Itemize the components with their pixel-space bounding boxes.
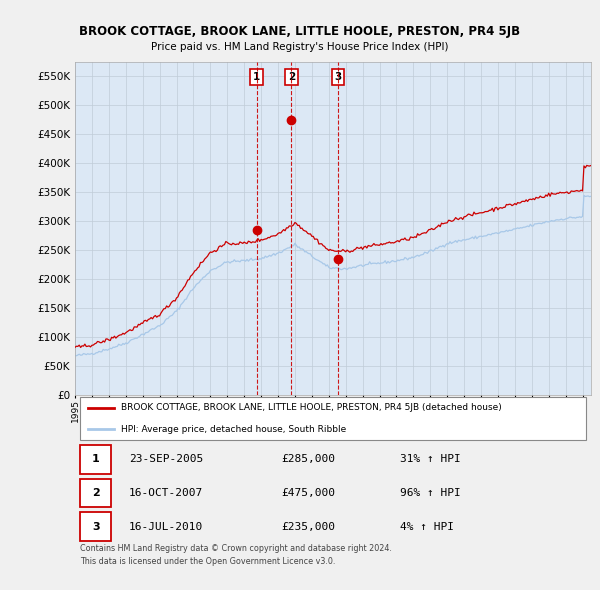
Text: BROOK COTTAGE, BROOK LANE, LITTLE HOOLE, PRESTON, PR4 5JB: BROOK COTTAGE, BROOK LANE, LITTLE HOOLE,… bbox=[79, 25, 521, 38]
Text: 4% ↑ HPI: 4% ↑ HPI bbox=[400, 522, 454, 532]
FancyBboxPatch shape bbox=[80, 513, 111, 541]
Text: 16-OCT-2007: 16-OCT-2007 bbox=[129, 488, 203, 498]
Text: 1: 1 bbox=[253, 72, 260, 82]
FancyBboxPatch shape bbox=[80, 397, 586, 440]
Text: BROOK COTTAGE, BROOK LANE, LITTLE HOOLE, PRESTON, PR4 5JB (detached house): BROOK COTTAGE, BROOK LANE, LITTLE HOOLE,… bbox=[121, 404, 502, 412]
Text: 23-SEP-2005: 23-SEP-2005 bbox=[129, 454, 203, 464]
Text: 16-JUL-2010: 16-JUL-2010 bbox=[129, 522, 203, 532]
Text: 96% ↑ HPI: 96% ↑ HPI bbox=[400, 488, 461, 498]
Text: 2: 2 bbox=[92, 488, 100, 498]
FancyBboxPatch shape bbox=[80, 478, 111, 507]
Text: 1: 1 bbox=[92, 454, 100, 464]
Text: Contains HM Land Registry data © Crown copyright and database right 2024.
This d: Contains HM Land Registry data © Crown c… bbox=[80, 544, 392, 566]
Text: 2: 2 bbox=[288, 72, 295, 82]
Text: 3: 3 bbox=[334, 72, 341, 82]
FancyBboxPatch shape bbox=[80, 445, 111, 474]
Text: 3: 3 bbox=[92, 522, 100, 532]
Text: 31% ↑ HPI: 31% ↑ HPI bbox=[400, 454, 461, 464]
Text: £475,000: £475,000 bbox=[281, 488, 335, 498]
Text: £235,000: £235,000 bbox=[281, 522, 335, 532]
Text: £285,000: £285,000 bbox=[281, 454, 335, 464]
Text: HPI: Average price, detached house, South Ribble: HPI: Average price, detached house, Sout… bbox=[121, 425, 347, 434]
Text: Price paid vs. HM Land Registry's House Price Index (HPI): Price paid vs. HM Land Registry's House … bbox=[151, 42, 449, 53]
